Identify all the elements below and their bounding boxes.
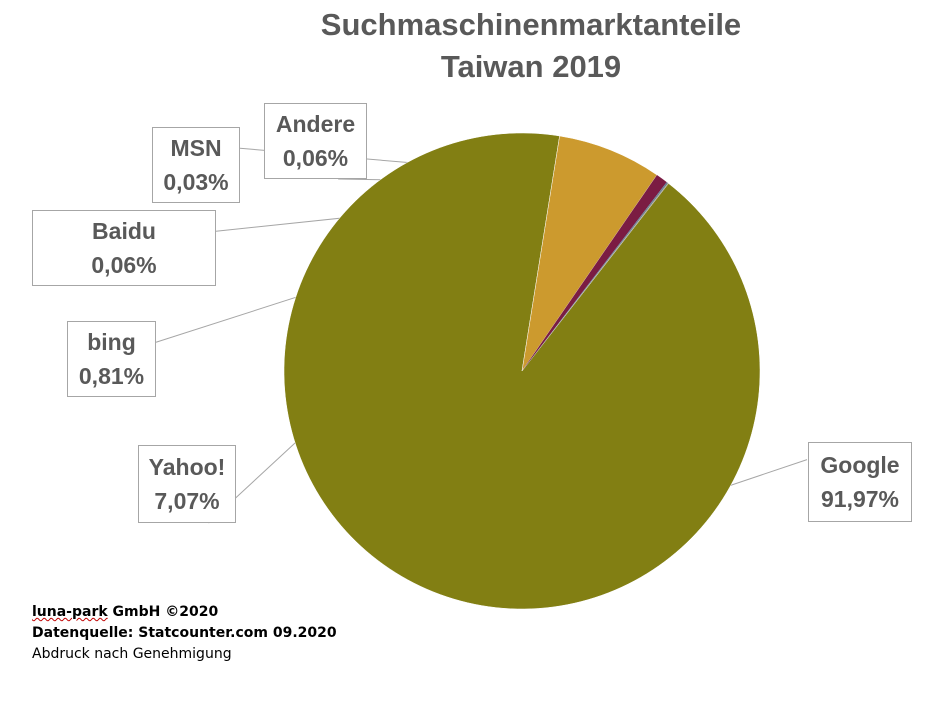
data-label-category: bing — [87, 329, 136, 355]
pie-slice-baidu — [522, 182, 668, 371]
brand-name: luna-park — [32, 604, 108, 620]
data-label-yahoo: Yahoo! 7,07% — [138, 445, 236, 523]
data-label-category: Google — [820, 452, 900, 478]
pie-slice-bing — [522, 174, 667, 371]
data-label-category: Yahoo! — [148, 454, 226, 480]
chart-title-line-2: Taiwan 2019 — [440, 49, 622, 84]
copyright-line: luna-park GmbH ©2020 — [32, 602, 337, 623]
pie-slice-msn — [522, 182, 668, 371]
data-label-value: 7,07% — [154, 488, 220, 514]
data-label-category: Baidu — [92, 218, 156, 244]
chart-title-line-1: Suchmaschinenmarktanteile — [320, 7, 742, 42]
pie-slice-andere — [522, 182, 669, 371]
data-label-baidu: Baidu 0,06% — [32, 210, 216, 286]
data-source: Datenquelle: Statcounter.com 09.2020 — [32, 625, 337, 641]
data-label-category: Andere — [275, 111, 356, 137]
data-label-andere: Andere 0,06% — [264, 103, 367, 179]
data-label-msn: MSN 0,03% — [152, 127, 240, 203]
reprint-note: Abdruck nach Genehmigung — [32, 646, 232, 662]
data-label-value: 0,06% — [91, 252, 157, 278]
data-label-category: MSN — [170, 135, 222, 161]
data-label-google: Google 91,97% — [808, 442, 912, 522]
footer: luna-park GmbH ©2020 Datenquelle: Statco… — [32, 602, 337, 665]
chart-title: Suchmaschinenmarktanteile Taiwan 2019 — [0, 4, 952, 88]
data-label-value: 0,03% — [163, 169, 229, 195]
data-label-value: 91,97% — [820, 486, 899, 512]
data-label-value: 0,81% — [78, 363, 145, 389]
data-label-value: 0,06% — [282, 145, 349, 171]
copyright-text: GmbH ©2020 — [107, 604, 219, 620]
pie-slice-yahoo — [521, 135, 658, 372]
pie-slices — [283, 132, 761, 610]
data-label-bing: bing 0,81% — [67, 321, 156, 397]
